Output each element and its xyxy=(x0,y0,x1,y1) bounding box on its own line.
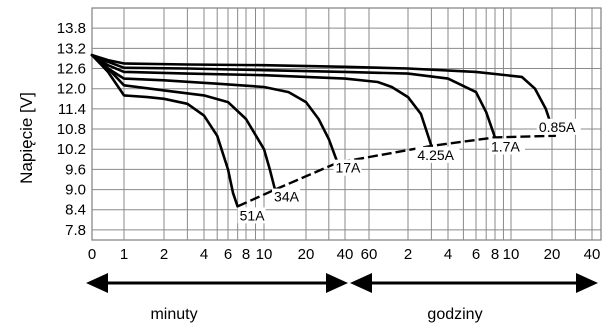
series-label-bg xyxy=(237,207,266,224)
x-tick-labels: 0 1 2 4 6 8 10 20 40 60 2 4 6 8 10 20 40 xyxy=(88,246,601,263)
series-label: 34A xyxy=(274,189,300,205)
hours-label: godziny xyxy=(427,306,482,323)
x-tick-label-hours: 20 xyxy=(544,246,561,263)
y-tick-label: 12.0 xyxy=(57,81,86,98)
x-tick-label-hours: 8 xyxy=(491,246,499,263)
y-tick-label: 12.6 xyxy=(57,61,86,78)
cutoff-line xyxy=(237,134,555,208)
series-label-bg xyxy=(489,138,525,155)
x-tick-label-hours: 2 xyxy=(404,246,412,263)
x-tick-label-hours: 10 xyxy=(503,246,520,263)
y-tick-label: 8.4 xyxy=(65,202,86,219)
arrow-head-left xyxy=(86,273,108,293)
series-label: 51A xyxy=(240,207,266,223)
x-tick-label-hours: 40 xyxy=(584,246,601,263)
x-tick-label-minutes: 1 xyxy=(120,246,128,263)
x-tick-label-minutes: 4 xyxy=(200,246,208,263)
discharge-curve-17A xyxy=(90,53,339,164)
x-tick-label-minutes: 10 xyxy=(256,246,273,263)
discharge-curve-34A xyxy=(90,53,277,191)
grid xyxy=(91,7,602,241)
x-tick-label-hours: 4 xyxy=(444,246,452,263)
y-tick-label: 9.0 xyxy=(65,182,86,199)
arrow-head-right xyxy=(576,273,598,293)
series-label-bg xyxy=(415,146,460,163)
y-tick-label: 10.2 xyxy=(57,141,86,158)
series-label: 1.7A xyxy=(491,138,520,154)
cutoff-voltage-line xyxy=(237,134,555,208)
series-label-bg xyxy=(272,188,301,205)
x-tick-label-hours: 6 xyxy=(472,246,480,263)
discharge-curve-4_25A xyxy=(90,53,433,148)
y-axis-title: Napięcie [V] xyxy=(17,92,36,184)
discharge-curve-0_85A xyxy=(90,53,557,138)
x-tick-label-minutes: 2 xyxy=(160,246,168,263)
arrow-head-left xyxy=(350,273,372,293)
discharge-curves xyxy=(90,53,557,208)
y-tick-label: 11.4 xyxy=(58,101,86,118)
discharge-curve-1_7A xyxy=(90,53,497,139)
time-unit-arrows xyxy=(86,273,598,293)
discharge-curve-51A xyxy=(90,53,239,208)
series-label-bg xyxy=(333,159,362,176)
arrow-head-right xyxy=(326,273,348,293)
series-label-bg xyxy=(536,118,581,135)
y-tick-label: 7.8 xyxy=(65,222,86,239)
y-tick-label: 10.8 xyxy=(57,121,86,138)
y-tick-label: 9.6 xyxy=(65,161,86,178)
series-label: 4.25A xyxy=(417,147,454,163)
series-label: 17A xyxy=(335,160,361,176)
y-tick-labels: 13.8 13.2 12.6 12.0 11.4 10.8 10.2 9.6 9.0 8.4 7.8 xyxy=(57,20,86,239)
y-tick-label: 13.2 xyxy=(57,40,86,57)
x-tick-label-minutes: 20 xyxy=(298,246,315,263)
x-tick-label-minutes: 40 xyxy=(337,246,354,263)
series-labels: 51A 34A 17A 4.25A 1.7A 0.85A xyxy=(237,118,581,224)
x-tick-label-hours: 60 xyxy=(361,246,378,263)
y-tick-label: 13.8 xyxy=(57,20,86,37)
minutes-label: minuty xyxy=(150,306,197,323)
x-tick-label-minutes: 8 xyxy=(242,246,250,263)
series-label: 0.85A xyxy=(539,119,576,135)
x-tick-label-minutes: 0 xyxy=(88,246,96,263)
x-tick-label-minutes: 6 xyxy=(224,246,232,263)
